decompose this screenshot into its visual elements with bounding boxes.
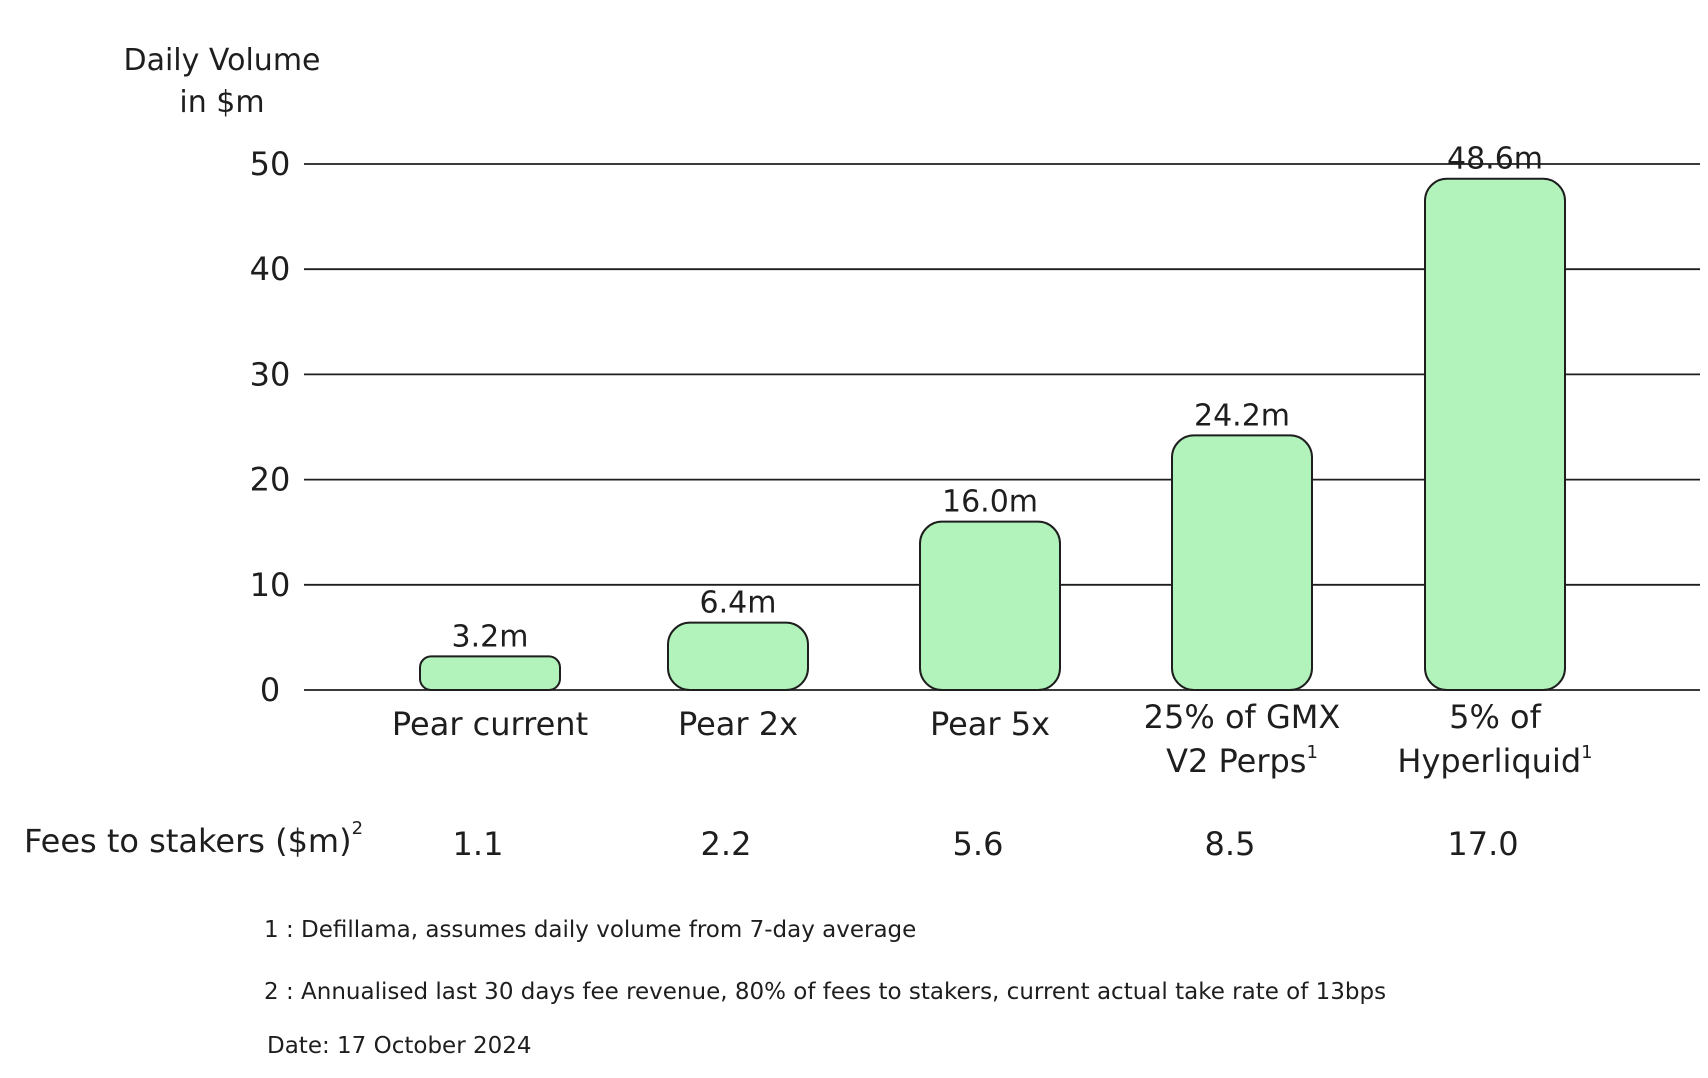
- category-label: 5% of: [1449, 698, 1542, 736]
- category-label: Pear 5x: [930, 705, 1050, 743]
- y-tick-label: 30: [250, 355, 291, 393]
- category-labels: Pear current Pear 2x Pear 5x 25% of GMX V2 P…: [392, 698, 1593, 780]
- y-axis-label-line-2: in $m: [179, 85, 264, 120]
- bar-4: [1171, 434, 1313, 691]
- fees-row-label-sup: 2: [352, 818, 363, 839]
- category-label: Hyperliquid1: [1397, 742, 1592, 780]
- footnote-1: 1 : Defillama, assumes daily volume from…: [264, 917, 916, 943]
- fees-value: 1.1: [453, 825, 504, 863]
- fees-value: 5.6: [953, 825, 1004, 863]
- data-label: 3.2m: [452, 619, 529, 654]
- category-label: Pear 2x: [678, 705, 798, 743]
- fees-row-label: Fees to stakers ($m)2: [24, 818, 363, 860]
- fees-row-label-text: Fees to stakers ($m): [24, 822, 352, 860]
- fees-value: 2.2: [701, 825, 752, 863]
- y-tick-label: 20: [250, 461, 291, 499]
- category-label: 25% of GMX: [1144, 698, 1341, 736]
- data-label: 16.0m: [942, 485, 1038, 520]
- y-tick-label: 40: [250, 250, 291, 288]
- data-label: 48.6m: [1447, 142, 1543, 177]
- fees-value: 17.0: [1447, 825, 1518, 863]
- bar-3: [919, 520, 1061, 691]
- data-labels: 3.2m 6.4m 16.0m 24.2m 48.6m: [452, 142, 1543, 655]
- bars: [419, 177, 1566, 691]
- category-label-sup: 1: [1581, 742, 1592, 763]
- y-tick-label: 50: [250, 145, 291, 183]
- fees-value: 8.5: [1205, 825, 1256, 863]
- category-label-sup: 1: [1306, 742, 1317, 763]
- y-tick-label: 10: [250, 566, 291, 604]
- bar-2: [667, 621, 809, 691]
- bar-1: [419, 655, 561, 691]
- bar-5: [1424, 177, 1566, 691]
- footnote-2: 2 : Annualised last 30 days fee revenue,…: [264, 979, 1386, 1005]
- y-ticks: 0 10 20 30 40 50: [250, 145, 291, 709]
- category-label: Pear current: [392, 705, 588, 743]
- data-label: 6.4m: [700, 586, 777, 621]
- y-axis-label-line-1: Daily Volume: [123, 43, 320, 78]
- category-label: V2 Perps1: [1166, 742, 1318, 780]
- fees-values: 1.1 2.2 5.6 8.5 17.0: [453, 825, 1519, 863]
- data-label: 24.2m: [1194, 398, 1290, 433]
- y-tick-label: 0: [260, 671, 280, 709]
- footnote-date: Date: 17 October 2024: [267, 1033, 532, 1059]
